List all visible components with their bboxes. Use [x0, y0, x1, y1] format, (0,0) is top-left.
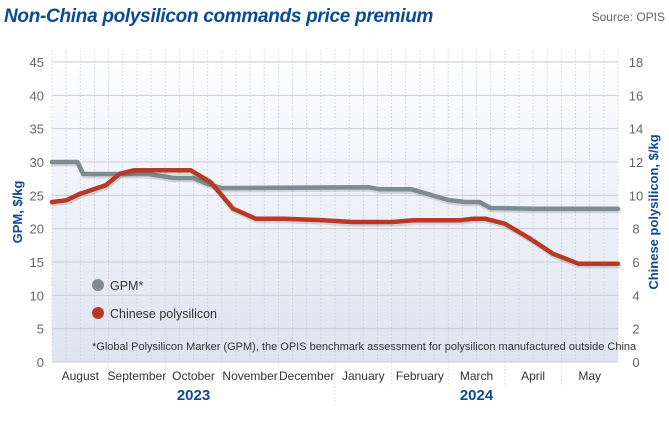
- y-tick-label-right: 6: [632, 255, 639, 270]
- y-tick-label-right: 16: [629, 88, 643, 103]
- y-tick-label-right: 12: [629, 155, 643, 170]
- x-tick-label: March: [460, 369, 493, 383]
- year-label: 2024: [460, 387, 494, 404]
- x-tick-label: May: [578, 369, 601, 383]
- footnote: *Global Polysilicon Marker (GPM), the OP…: [92, 341, 637, 353]
- y-axis-label-left: GPM, $/kg: [10, 181, 25, 244]
- y-tick-label-right: 0: [632, 355, 639, 370]
- y-tick-label-right: 18: [629, 55, 643, 70]
- legend-marker-gpm: [92, 279, 104, 291]
- y-tick-label-right: 4: [632, 288, 639, 303]
- y-tick-label-left: 15: [30, 255, 44, 270]
- legend-label-gpm: GPM*: [110, 279, 143, 293]
- y-tick-label-left: 5: [37, 322, 44, 337]
- chart-title: Non-China polysilicon commands price pre…: [4, 6, 434, 27]
- y-tick-label-right: 8: [632, 222, 639, 237]
- y-tick-label-right: 14: [629, 122, 643, 137]
- x-tick-label: January: [342, 369, 385, 383]
- year-label: 2023: [177, 387, 210, 404]
- y-tick-label-right: 10: [629, 188, 643, 203]
- legend-label-chinese: Chinese polysilicon: [110, 307, 217, 321]
- x-tick-label: December: [279, 369, 334, 383]
- legend-marker-chinese: [92, 307, 104, 319]
- y-axis-label-right: Chinese polysilicon, $/kg: [646, 134, 661, 289]
- x-tick-label: October: [172, 369, 215, 383]
- y-tick-label-left: 10: [30, 288, 44, 303]
- y-tick-label-left: 0: [37, 355, 44, 370]
- y-tick-label-left: 45: [30, 55, 44, 70]
- y-tick-label-right: 2: [632, 322, 639, 337]
- y-tick-label-left: 35: [30, 122, 44, 137]
- x-tick-label: April: [521, 369, 545, 383]
- y-tick-label-left: 40: [30, 88, 44, 103]
- source-label: Source: OPIS: [591, 10, 665, 24]
- series-line-gpm: [49, 159, 621, 211]
- y-tick-label-left: 30: [30, 155, 44, 170]
- x-tick-label: February: [396, 369, 444, 383]
- legend: GPM* Chinese polysilicon: [92, 279, 217, 321]
- x-tick-label: September: [108, 369, 167, 383]
- y-tick-label-left: 20: [30, 222, 44, 237]
- x-tick-label: August: [62, 369, 100, 383]
- x-tick-label: November: [222, 369, 277, 383]
- y-tick-label-left: 25: [30, 188, 44, 203]
- series-line-chinese-polysilicon: [49, 168, 621, 266]
